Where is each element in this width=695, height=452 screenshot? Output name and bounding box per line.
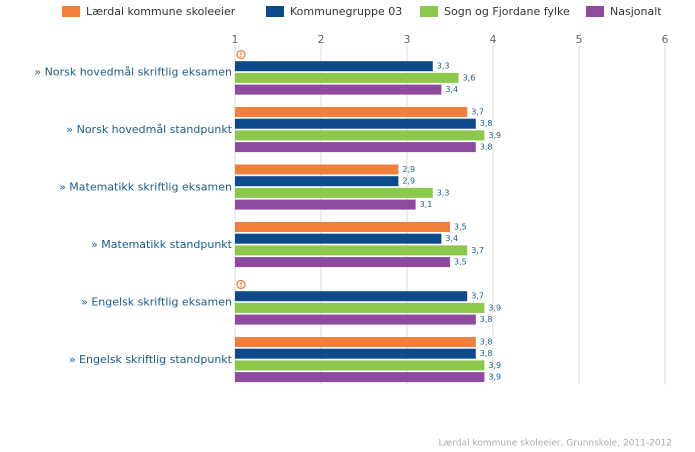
value-label: 3,9 xyxy=(488,131,501,140)
legend-label: Sogn og Fjordane fylke xyxy=(444,5,570,18)
bar xyxy=(235,291,468,302)
value-label: 3,8 xyxy=(480,119,493,128)
bar xyxy=(235,118,476,129)
source: Lærdal kommune skoleeier, Grunnskole, 20… xyxy=(438,439,672,449)
bar xyxy=(235,199,416,210)
category-label[interactable]: » Matematikk skriftlig eksamen xyxy=(59,181,232,194)
value-label: 3,5 xyxy=(454,258,467,267)
bar xyxy=(235,233,442,244)
bar xyxy=(235,164,399,175)
legend-label: Nasjonalt xyxy=(610,5,662,18)
bar xyxy=(235,84,442,95)
legend-label: Kommunegruppe 03 xyxy=(290,5,402,18)
warning-icon xyxy=(240,285,242,288)
bar xyxy=(235,222,450,232)
value-label: 3,6 xyxy=(463,73,476,82)
value-label: 3,5 xyxy=(454,223,467,232)
value-label: 3,4 xyxy=(445,234,458,243)
value-label: 3,7 xyxy=(471,246,484,255)
value-label: 3,4 xyxy=(445,85,458,94)
bar xyxy=(235,337,476,347)
category-label[interactable]: » Norsk hovedmål standpunkt xyxy=(66,123,232,136)
bar xyxy=(235,302,485,313)
x-tick-label: 6 xyxy=(662,33,669,46)
bar xyxy=(235,245,468,256)
bar xyxy=(235,187,433,198)
value-label: 3,9 xyxy=(488,303,501,312)
bar xyxy=(235,348,476,359)
legend-swatch xyxy=(420,6,438,17)
value-label: 3,3 xyxy=(437,62,450,71)
bar xyxy=(235,360,485,371)
value-label: 3,3 xyxy=(437,188,450,197)
bar xyxy=(235,130,485,141)
value-label: 3,1 xyxy=(420,200,433,209)
bar xyxy=(235,372,485,383)
x-tick-label: 5 xyxy=(576,33,583,46)
category-label[interactable]: » Engelsk skriftlig eksamen xyxy=(81,296,232,309)
value-label: 2,9 xyxy=(402,177,415,186)
bar xyxy=(235,61,433,72)
value-label: 3,7 xyxy=(471,108,484,117)
x-tick-label: 4 xyxy=(490,33,497,46)
warning-icon xyxy=(240,55,242,58)
category-label[interactable]: » Norsk hovedmål skriftlig eksamen xyxy=(34,66,232,79)
legend-swatch xyxy=(586,6,604,17)
legend-label: Lærdal kommune skoleeier xyxy=(86,5,236,18)
bar xyxy=(235,142,476,153)
bar xyxy=(235,314,476,325)
category-label[interactable]: » Matematikk standpunkt xyxy=(91,238,233,251)
x-tick-label: 2 xyxy=(318,33,325,46)
value-label: 3,9 xyxy=(488,361,501,370)
value-label: 3,8 xyxy=(480,315,493,324)
warning-icon xyxy=(236,279,246,290)
value-label: 2,9 xyxy=(402,165,415,174)
bar xyxy=(235,107,468,117)
bar xyxy=(235,257,450,268)
value-label: 3,9 xyxy=(488,373,501,382)
legend-swatch xyxy=(266,6,284,17)
warning-icon xyxy=(236,49,246,60)
bar xyxy=(235,176,399,187)
bar xyxy=(235,72,459,83)
legend-swatch xyxy=(62,6,80,17)
category-label[interactable]: » Engelsk skriftlig standpunkt xyxy=(69,353,233,366)
value-label: 3,8 xyxy=(480,338,493,347)
x-tick-label: 1 xyxy=(232,33,239,46)
x-tick-label: 3 xyxy=(404,33,411,46)
value-label: 3,8 xyxy=(480,143,493,152)
value-label: 3,7 xyxy=(471,292,484,301)
value-label: 3,8 xyxy=(480,349,493,358)
